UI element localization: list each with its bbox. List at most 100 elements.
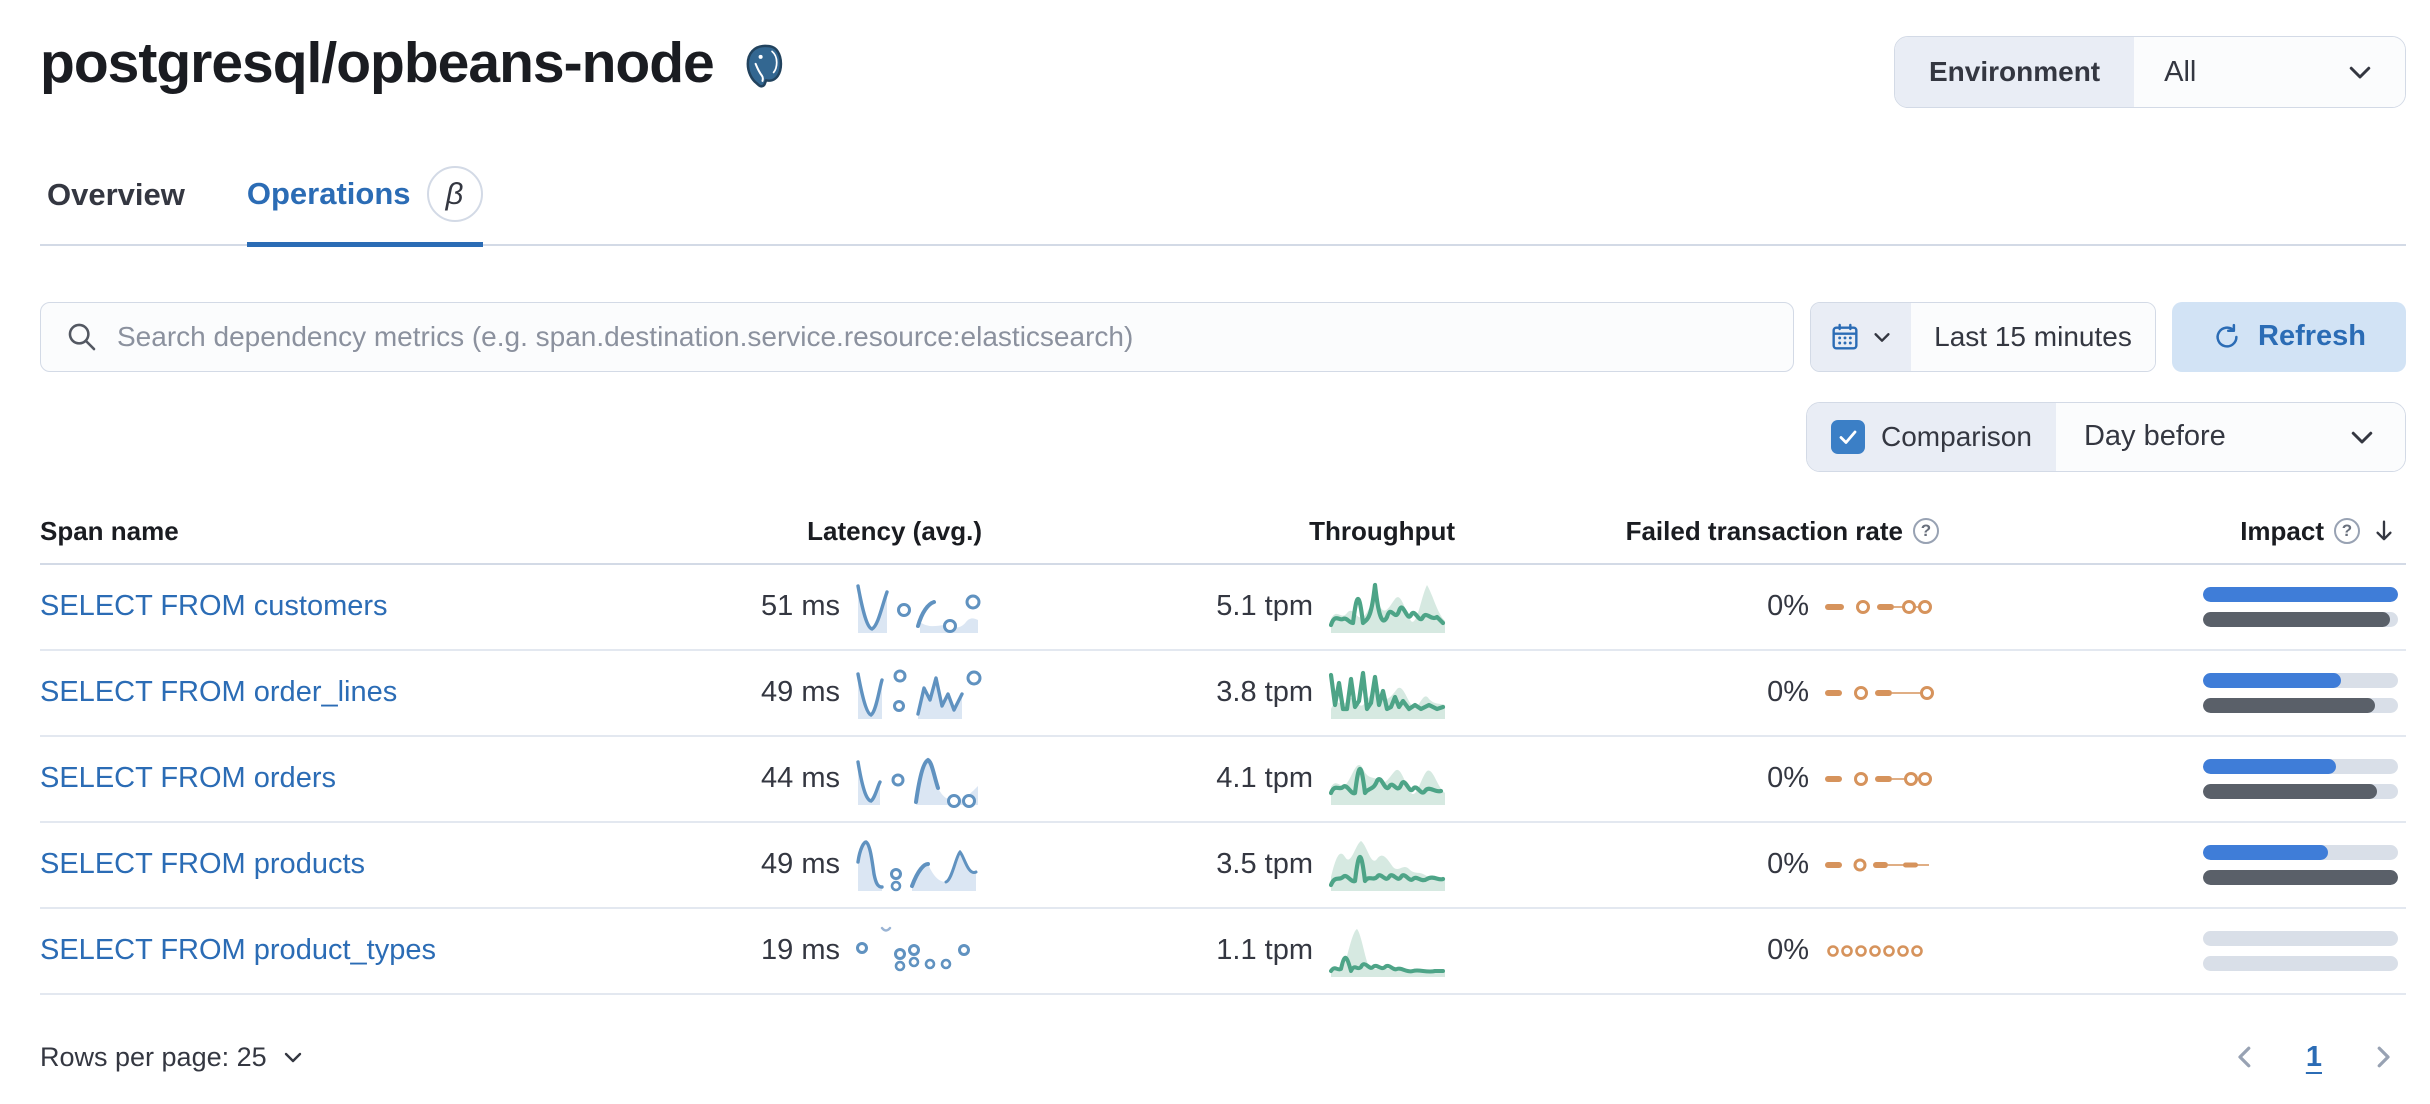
topbar: postgresql/opbeans-node Environment All [40,28,2406,108]
latency-value: 51 ms [761,590,840,622]
apm-dependency-page: postgresql/opbeans-node Environment All … [40,28,2406,1074]
throughput-sparkline [1329,670,1446,719]
comparison-group: Comparison Day before [1806,401,2406,472]
impact-bar-current [2203,844,2328,860]
tab-bar: Overview Operations β [40,166,2406,247]
page-title: postgresql/opbeans-node [40,31,715,95]
sort-descending-icon [2376,520,2392,541]
failed-rate-sparkline [1825,685,1934,700]
table-row: SELECT FROM orders 44 ms 4.1 tpm [40,737,2406,823]
col-header-throughput[interactable]: Throughput [1309,515,1455,546]
chevron-down-icon [2349,66,2371,79]
impact-bar-current [2203,758,2336,774]
table-row: SELECT FROM product_types 19 ms 1.1 tpm [40,909,2406,995]
search-icon [68,323,96,350]
operations-table: Span name Latency (avg.) Throughput Fail… [40,516,2406,995]
latency-sparkline [856,757,978,808]
help-icon[interactable]: ? [1913,518,1939,544]
throughput-value: 5.1 tpm [1216,590,1313,622]
environment-selected-value: All [2164,55,2197,88]
table-footer: Rows per page: 25 1 [40,1041,2406,1074]
rows-per-page-selector[interactable]: Rows per page: 25 [40,1042,305,1073]
col-header-latency[interactable]: Latency (avg.) [807,515,982,546]
chevron-down-icon [2351,431,2373,443]
failed-rate-value: 0% [1767,934,1809,966]
comparison-row: Comparison Day before [40,401,2406,472]
impact-bar-previous [2203,869,2398,885]
tab-operations[interactable]: Operations β [246,166,483,247]
help-icon[interactable]: ? [2334,518,2360,544]
throughput-sparkline [1329,840,1446,891]
col-header-impact-label: Impact [2240,515,2324,546]
impact-bar-previous [2203,783,2377,799]
comparison-select[interactable]: Day before [2055,402,2405,471]
failed-rate-value: 0% [1767,590,1809,622]
failed-rate-value: 0% [1767,848,1809,880]
previous-page-icon[interactable] [2230,1042,2260,1072]
date-picker-toggle[interactable] [1811,302,1911,371]
comparison-label-section: Comparison [1807,402,2056,471]
col-header-impact[interactable]: Impact ? [1939,516,2398,547]
search-box[interactable] [40,301,1794,372]
title-wrap: postgresql/opbeans-node [40,28,790,99]
time-range-value[interactable]: Last 15 minutes [1911,302,2155,371]
postgresql-logo-icon [746,44,782,88]
impact-bars [2203,930,2398,971]
next-page-icon[interactable] [2368,1042,2398,1072]
span-name-link[interactable]: SELECT FROM products [40,848,366,880]
throughput-sparkline [1329,928,1445,977]
tab-overview[interactable]: Overview [47,166,185,244]
span-name-link[interactable]: SELECT FROM orders [40,762,336,794]
table-row: SELECT FROM order_lines 49 ms 3.8 tpm [40,651,2406,737]
chevron-down-icon [284,1052,301,1063]
environment-select: Environment All [1894,36,2406,108]
col-header-failed-rate-label: Failed transaction rate [1625,515,1903,546]
latency-value: 44 ms [761,762,840,794]
tab-operations-label: Operations [246,176,411,211]
latency-value: 49 ms [761,848,840,880]
col-header-span-name[interactable]: Span name [40,515,179,546]
latency-sparkline [856,583,981,633]
span-name-link[interactable]: SELECT FROM customers [40,590,388,622]
table-header: Span name Latency (avg.) Throughput Fail… [40,516,2406,565]
comparison-checkbox[interactable] [1831,419,1865,454]
impact-bar-current [2203,672,2342,688]
col-header-failed-rate[interactable]: Failed transaction rate ? [1455,516,1939,547]
impact-bar-previous [2203,611,2391,627]
comparison-selected-value: Day before [2083,420,2226,452]
latency-value: 49 ms [761,676,840,708]
pagination: 1 [2230,1041,2398,1074]
impact-bar-previous [2203,697,2375,713]
latency-sparkline [856,926,970,971]
failed-rate-value: 0% [1767,676,1809,708]
beta-badge: β [426,166,483,222]
refresh-label: Refresh [2258,320,2366,352]
throughput-sparkline [1329,582,1446,633]
throughput-value: 3.5 tpm [1216,848,1313,880]
throughput-value: 4.1 tpm [1216,762,1313,794]
latency-sparkline [856,669,982,719]
environment-value-dropdown[interactable]: All [2134,37,2405,107]
impact-bars [2203,586,2398,627]
table-row: SELECT FROM customers 51 ms 5.1 tpm [40,565,2406,651]
comparison-label: Comparison [1881,420,2032,452]
impact-bars [2203,844,2398,885]
environment-label: Environment [1895,37,2135,107]
check-icon [1839,430,1857,444]
impact-bars [2203,758,2398,799]
impact-bar-current [2203,586,2398,602]
date-picker: Last 15 minutes [1810,301,2156,372]
page-number[interactable]: 1 [2305,1040,2322,1073]
span-name-link[interactable]: SELECT FROM order_lines [40,676,398,708]
latency-value: 19 ms [761,934,840,966]
span-name-link[interactable]: SELECT FROM product_types [40,934,436,966]
search-input[interactable] [117,320,1769,353]
failed-rate-value: 0% [1767,762,1809,794]
tab-overview-label: Overview [47,176,185,212]
rows-per-page-label: Rows per page: 25 [40,1041,267,1072]
throughput-value: 1.1 tpm [1216,934,1313,966]
refresh-button[interactable]: Refresh [2172,301,2406,372]
failed-rate-sparkline [1825,771,1932,786]
latency-sparkline [856,839,978,891]
controls-row: Last 15 minutes Refresh [40,301,2406,372]
